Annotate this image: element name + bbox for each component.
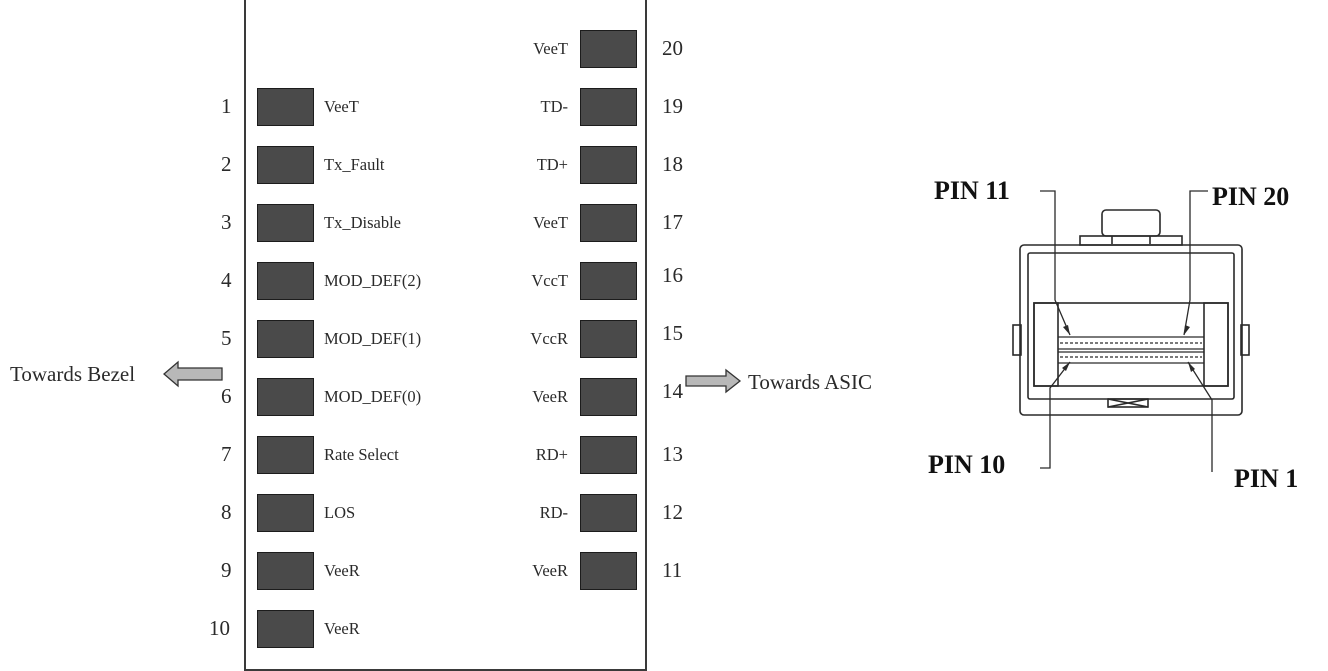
pin-number: 20 <box>662 36 683 60</box>
pin-signal-label: VeeR <box>532 387 568 406</box>
pin-number: 8 <box>221 500 232 524</box>
pin-pad <box>257 494 314 532</box>
pin20-callout: PIN 20 <box>1212 182 1290 211</box>
pin-number: 11 <box>662 558 683 582</box>
pin-signal-label: Tx_Disable <box>324 213 401 232</box>
pin-number: 6 <box>221 384 232 408</box>
pin-number: 2 <box>221 152 232 176</box>
pin-number: 18 <box>662 152 683 176</box>
pin-number: 3 <box>221 210 232 234</box>
pin-number: 12 <box>662 500 683 524</box>
pin-pad <box>257 204 314 242</box>
pin-pad <box>580 378 637 416</box>
pin-number: 4 <box>221 268 232 292</box>
pin-pad <box>257 436 314 474</box>
pin-pad <box>580 552 637 590</box>
pin-pad <box>257 610 314 648</box>
pin-pad <box>257 262 314 300</box>
pin-pad <box>580 320 637 358</box>
pin-signal-label: Rate Select <box>324 445 399 464</box>
pin-signal-label: VeeT <box>533 39 568 58</box>
pin-number: 9 <box>221 558 232 582</box>
pin-pad <box>257 378 314 416</box>
pin-pad <box>580 88 637 126</box>
pin-signal-label: RD- <box>539 503 568 522</box>
pin-signal-label: TD+ <box>536 155 568 174</box>
pin-pad <box>257 320 314 358</box>
pin-number: 16 <box>662 263 683 287</box>
pin-signal-label: VccT <box>531 271 568 290</box>
pin-signal-label: LOS <box>324 503 356 522</box>
pin-number: 15 <box>662 321 683 345</box>
pin-pad <box>580 146 637 184</box>
pin-signal-label: VeeT <box>533 213 568 232</box>
towards-asic-label: Towards ASIC <box>748 370 872 394</box>
pin-signal-label: Tx_Fault <box>324 155 385 174</box>
pin-pad <box>257 552 314 590</box>
pin-signal-label: VeeR <box>532 561 568 580</box>
pin-pad <box>257 88 314 126</box>
pin-signal-label: RD+ <box>535 445 568 464</box>
pin-signal-label: VeeR <box>324 619 360 638</box>
pin-pad <box>257 146 314 184</box>
pin11-callout: PIN 11 <box>934 176 1010 205</box>
arrow-towards-bezel <box>163 360 223 388</box>
pin-number: 1 <box>221 94 232 118</box>
pin-signal-label: MOD_DEF(2) <box>324 271 422 290</box>
pin-number: 5 <box>221 326 232 350</box>
pin-pad <box>580 262 637 300</box>
pin-number: 7 <box>221 442 232 466</box>
pin-signal-label: VeeT <box>324 97 359 116</box>
pin-signal-label: MOD_DEF(0) <box>324 387 422 406</box>
pin-number: 19 <box>662 94 683 118</box>
pin-number: 14 <box>662 379 683 403</box>
towards-bezel-label: Towards Bezel <box>10 362 136 386</box>
pin1-callout: PIN 1 <box>1234 464 1299 493</box>
pin-pad <box>580 494 637 532</box>
pin-signal-label: VeeR <box>324 561 360 580</box>
pin-number: 17 <box>662 210 683 234</box>
pin-signal-label: VccR <box>530 329 568 348</box>
pin-signal-label: MOD_DEF(1) <box>324 329 422 348</box>
pin-number: 10 <box>209 616 230 640</box>
pin-pad <box>580 204 637 242</box>
pin-number: 13 <box>662 442 683 466</box>
arrow-towards-asic <box>685 368 742 394</box>
pin-pad <box>580 436 637 474</box>
pin-pad <box>580 30 637 68</box>
pin10-callout: PIN 10 <box>928 450 1006 479</box>
pin-signal-label: TD- <box>540 97 569 116</box>
